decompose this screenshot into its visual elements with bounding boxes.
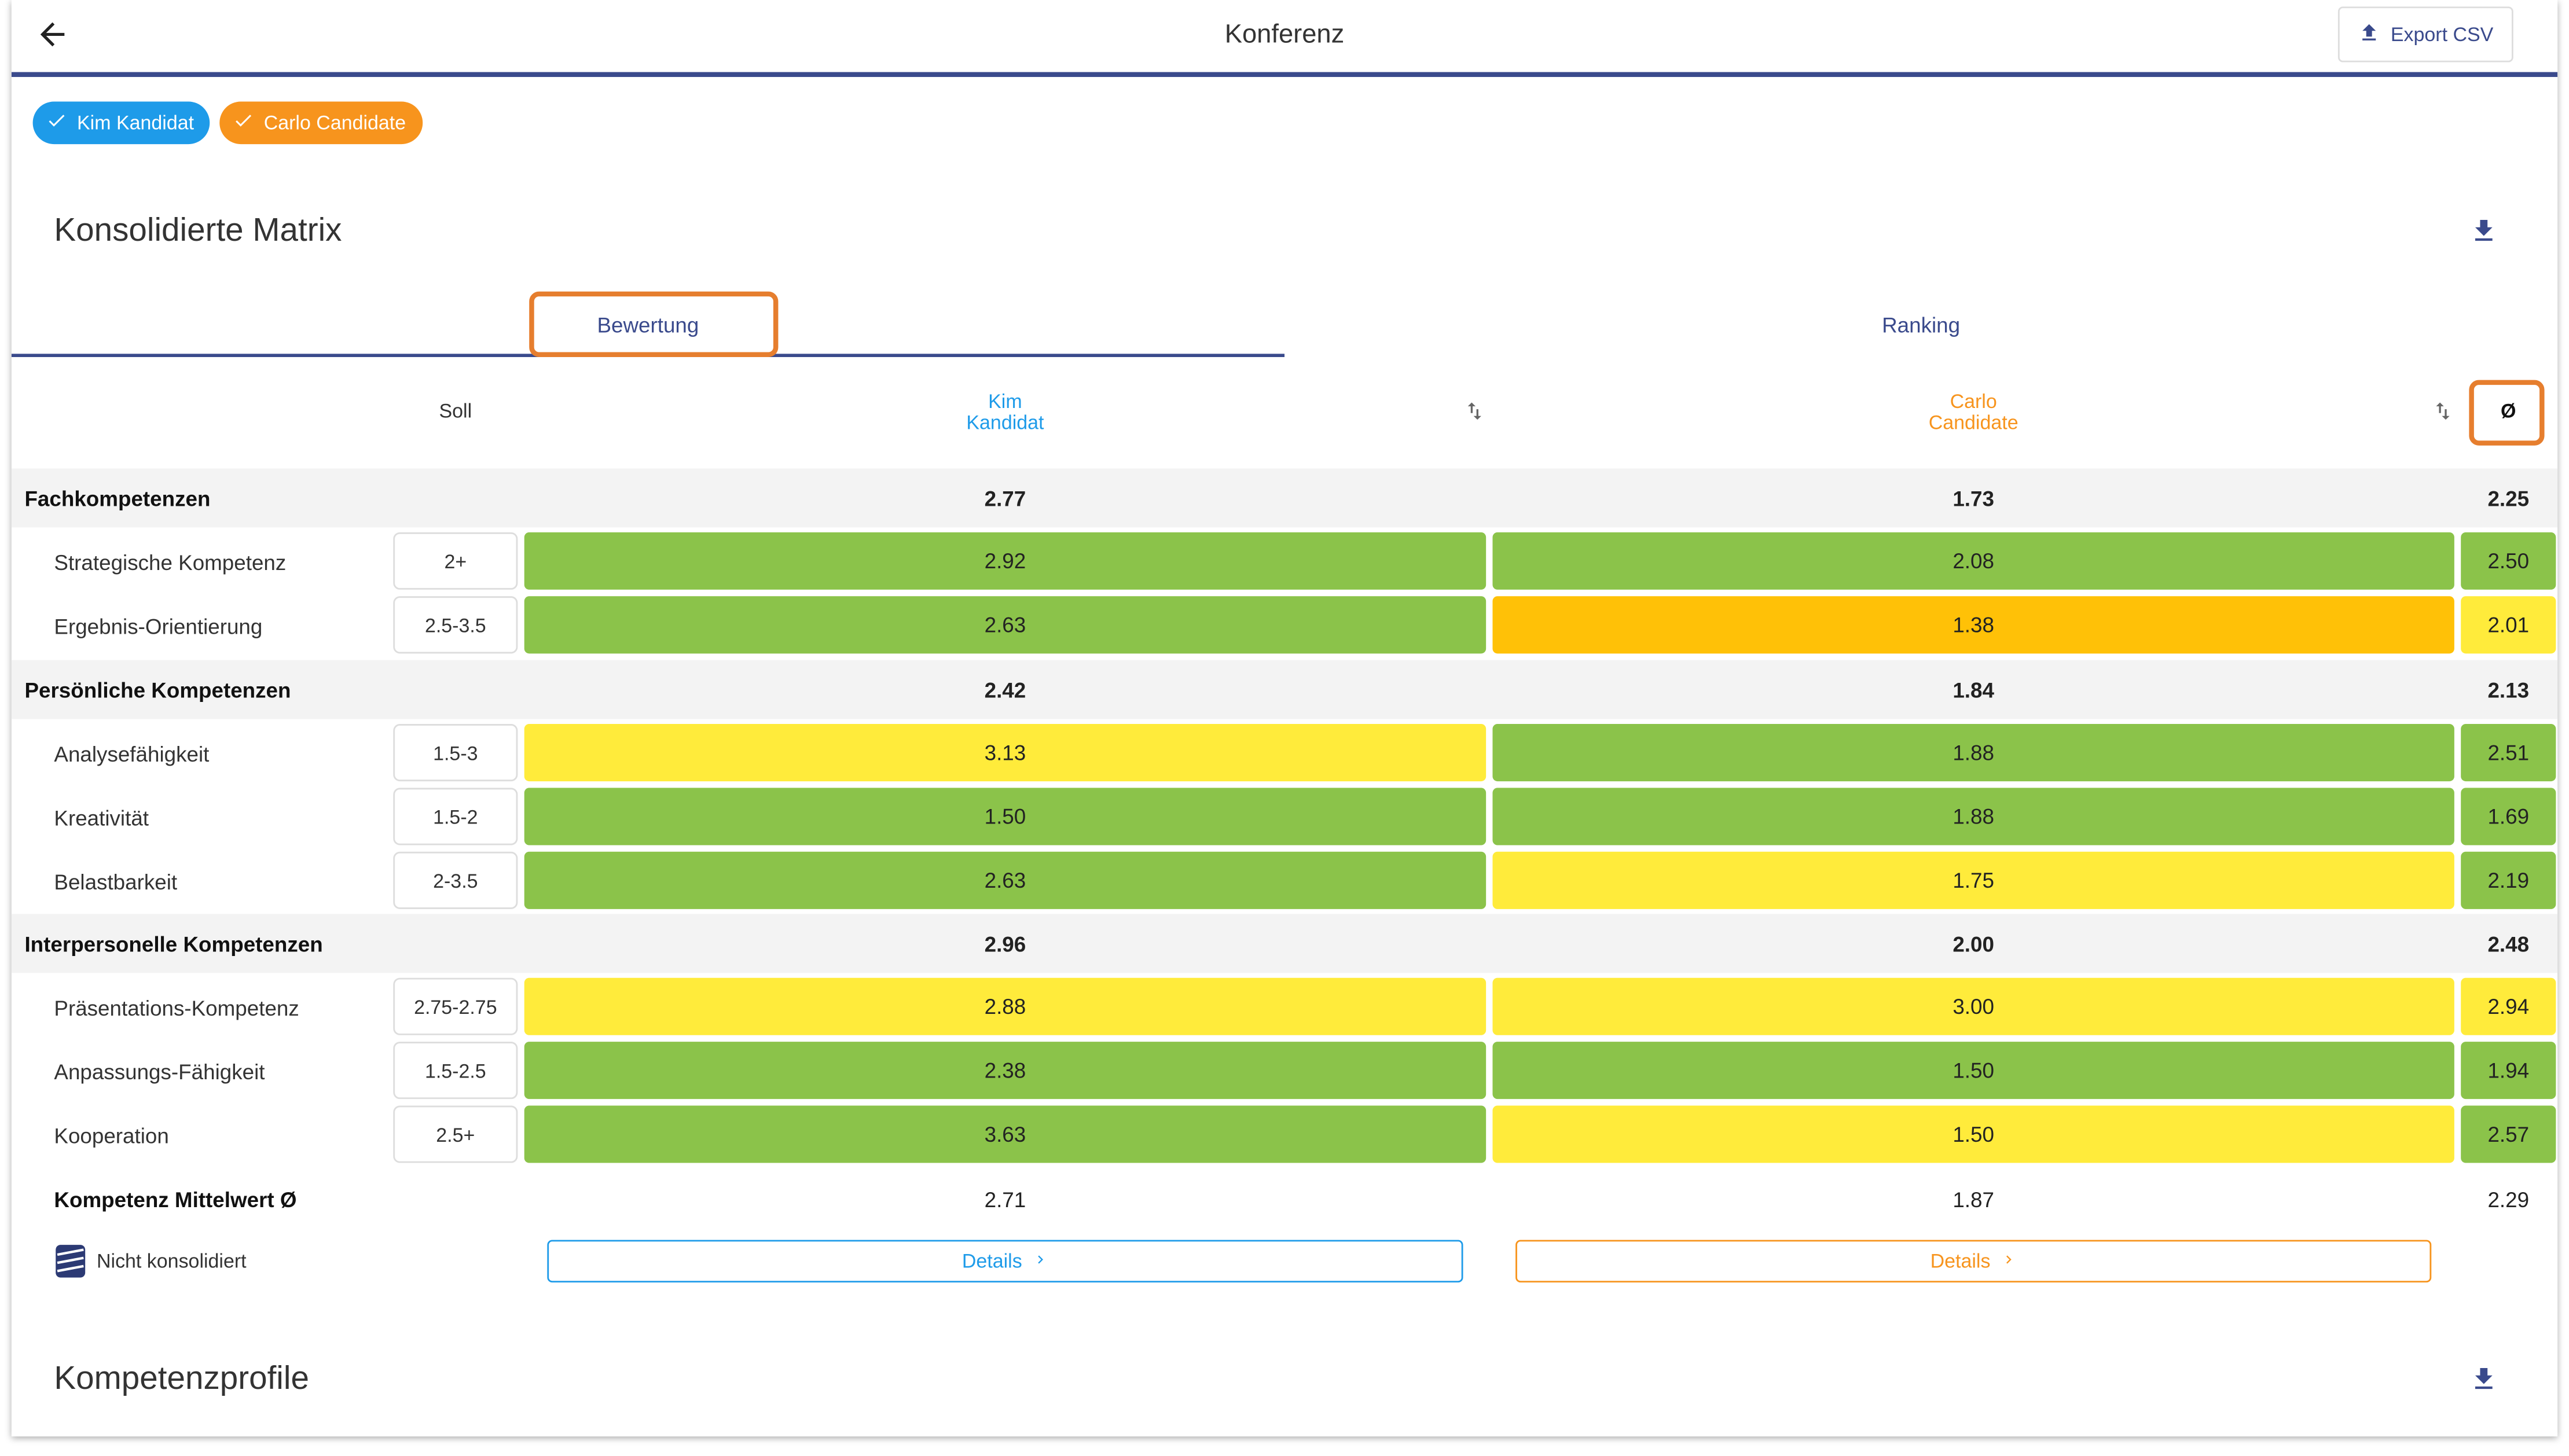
- category-row: [11, 660, 2558, 719]
- competency-label: Präsentations-Kompetenz: [54, 995, 299, 1021]
- category-label: Fachkompetenzen: [24, 486, 211, 512]
- details-label: Details: [1930, 1249, 1991, 1273]
- competency-label: Ergebnis-Orientierung: [54, 614, 263, 639]
- chevron-right-icon: [1032, 1250, 1048, 1273]
- upload-icon: [2358, 20, 2381, 48]
- sort-icon[interactable]: [1463, 400, 1487, 423]
- chevron-right-icon: [2000, 1250, 2016, 1273]
- details-button-kim[interactable]: Details: [547, 1240, 1463, 1283]
- profiles-title: Kompetenzprofile: [54, 1361, 309, 1398]
- highlight-box-avg: [2469, 380, 2545, 446]
- score-cell-carlo: 3.00: [1492, 977, 2454, 1035]
- score-cell-carlo: 1.88: [1492, 724, 2454, 782]
- score-cell-avg: 2.51: [2461, 724, 2556, 782]
- score-cell-kim: 2.63: [524, 596, 1487, 654]
- category-label: Interpersonelle Kompetenzen: [24, 932, 323, 957]
- score-cell-avg: 2.19: [2461, 851, 2556, 909]
- arrow-left-icon[interactable]: [34, 16, 70, 52]
- candidate-chip-label: Kim Kandidat: [77, 111, 194, 135]
- sort-icon[interactable]: [2431, 400, 2454, 423]
- mean-value-kim: 2.71: [984, 1187, 1026, 1212]
- score-cell-avg: 1.94: [2461, 1042, 2556, 1100]
- soll-value: 2+: [393, 532, 518, 590]
- category-row: [11, 914, 2558, 973]
- score-cell-kim: 2.88: [524, 977, 1487, 1035]
- category-row: [11, 468, 2558, 528]
- category-score-carlo: 2.00: [1953, 932, 1994, 957]
- category-score-avg: 2.48: [2487, 932, 2530, 957]
- download-icon[interactable]: [2469, 1365, 2498, 1394]
- mean-value-avg: 2.29: [2487, 1187, 2530, 1212]
- score-cell-kim: 1.50: [524, 788, 1487, 845]
- score-cell-carlo: 1.75: [1492, 851, 2454, 909]
- export-csv-button[interactable]: Export CSV: [2337, 6, 2513, 62]
- score-cell-avg: 2.50: [2461, 532, 2556, 590]
- col-header-kim-line1: Kim: [988, 389, 1022, 413]
- col-header-carlo-line2: Candidate: [1928, 411, 2018, 435]
- score-cell-kim: 2.38: [524, 1042, 1487, 1100]
- category-score-carlo: 1.84: [1953, 678, 1994, 703]
- soll-value: 2-3.5: [393, 851, 518, 909]
- export-csv-label: Export CSV: [2390, 23, 2494, 46]
- highlight-box-bewertung: [529, 291, 779, 358]
- score-cell-avg: 2.57: [2461, 1105, 2556, 1163]
- category-score-carlo: 1.73: [1953, 486, 1994, 512]
- score-cell-carlo: 1.88: [1492, 788, 2454, 845]
- score-cell-kim: 3.13: [524, 724, 1487, 782]
- soll-value: 1.5-2: [393, 788, 518, 845]
- candidate-chip-kim[interactable]: Kim Kandidat: [32, 101, 211, 145]
- competency-label: Strategische Kompetenz: [54, 550, 287, 575]
- score-cell-kim: 2.92: [524, 532, 1487, 590]
- soll-value: 1.5-2.5: [393, 1042, 518, 1100]
- competency-label: Analysefähigkeit: [54, 742, 210, 767]
- col-header-carlo-line1: Carlo: [1950, 389, 1997, 413]
- score-cell-avg: 2.94: [2461, 977, 2556, 1035]
- mean-value-carlo: 1.87: [1953, 1187, 1994, 1212]
- soll-value: 2.75-2.75: [393, 977, 518, 1035]
- score-cell-carlo: 1.50: [1492, 1105, 2454, 1163]
- category-score-kim: 2.77: [984, 486, 1026, 512]
- not-consolidated-label: Nicht konsolidiert: [96, 1249, 247, 1273]
- details-button-carlo[interactable]: Details: [1515, 1240, 2432, 1283]
- page-title: Konferenz: [1224, 21, 1345, 49]
- check-icon: [233, 110, 254, 136]
- soll-value: 1.5-3: [393, 724, 518, 782]
- tab-bewertung[interactable]: Bewertung: [597, 312, 699, 337]
- score-cell-kim: 2.63: [524, 851, 1487, 909]
- candidate-chip-label: Carlo Candidate: [263, 111, 406, 135]
- category-score-kim: 2.42: [984, 678, 1026, 703]
- check-icon: [46, 110, 67, 136]
- score-cell-avg: 2.01: [2461, 596, 2556, 654]
- mean-label: Kompetenz Mittelwert Ø: [54, 1187, 297, 1212]
- col-header-carlo: Carlo Candidate: [1492, 391, 2454, 434]
- competency-label: Kreativität: [54, 806, 149, 830]
- category-label: Persönliche Kompetenzen: [24, 678, 291, 703]
- score-cell-carlo: 1.50: [1492, 1042, 2454, 1100]
- candidate-chip-carlo[interactable]: Carlo Candidate: [219, 101, 423, 145]
- soll-value: 2.5+: [393, 1105, 518, 1163]
- score-cell-avg: 1.69: [2461, 788, 2556, 845]
- col-header-avg: Ø: [2501, 399, 2516, 423]
- details-label: Details: [961, 1249, 1022, 1273]
- col-header-kim-line2: Kandidat: [966, 411, 1044, 435]
- top-bar: Konferenz Export CSV: [11, 0, 2558, 78]
- score-cell-carlo: 1.38: [1492, 596, 2454, 654]
- tab-ranking[interactable]: Ranking: [1882, 312, 1961, 337]
- category-score-avg: 2.25: [2487, 486, 2530, 512]
- competency-label: Anpassungs-Fähigkeit: [54, 1060, 265, 1084]
- competency-label: Belastbarkeit: [54, 869, 178, 895]
- competency-label: Kooperation: [54, 1123, 169, 1149]
- col-header-kim: Kim Kandidat: [524, 391, 1486, 434]
- soll-value: 2.5-3.5: [393, 596, 518, 654]
- col-header-soll: Soll: [439, 399, 472, 423]
- download-icon[interactable]: [2469, 216, 2498, 246]
- score-cell-kim: 3.63: [524, 1105, 1487, 1163]
- score-cell-carlo: 2.08: [1492, 532, 2454, 590]
- matrix-title: Konsolidierte Matrix: [54, 212, 342, 249]
- category-score-kim: 2.96: [984, 932, 1026, 957]
- conference-card: Konferenz Export CSV Kim Kandidat Carlo …: [11, 0, 2558, 1437]
- stack-icon: [54, 1243, 87, 1287]
- category-score-avg: 2.13: [2487, 678, 2530, 703]
